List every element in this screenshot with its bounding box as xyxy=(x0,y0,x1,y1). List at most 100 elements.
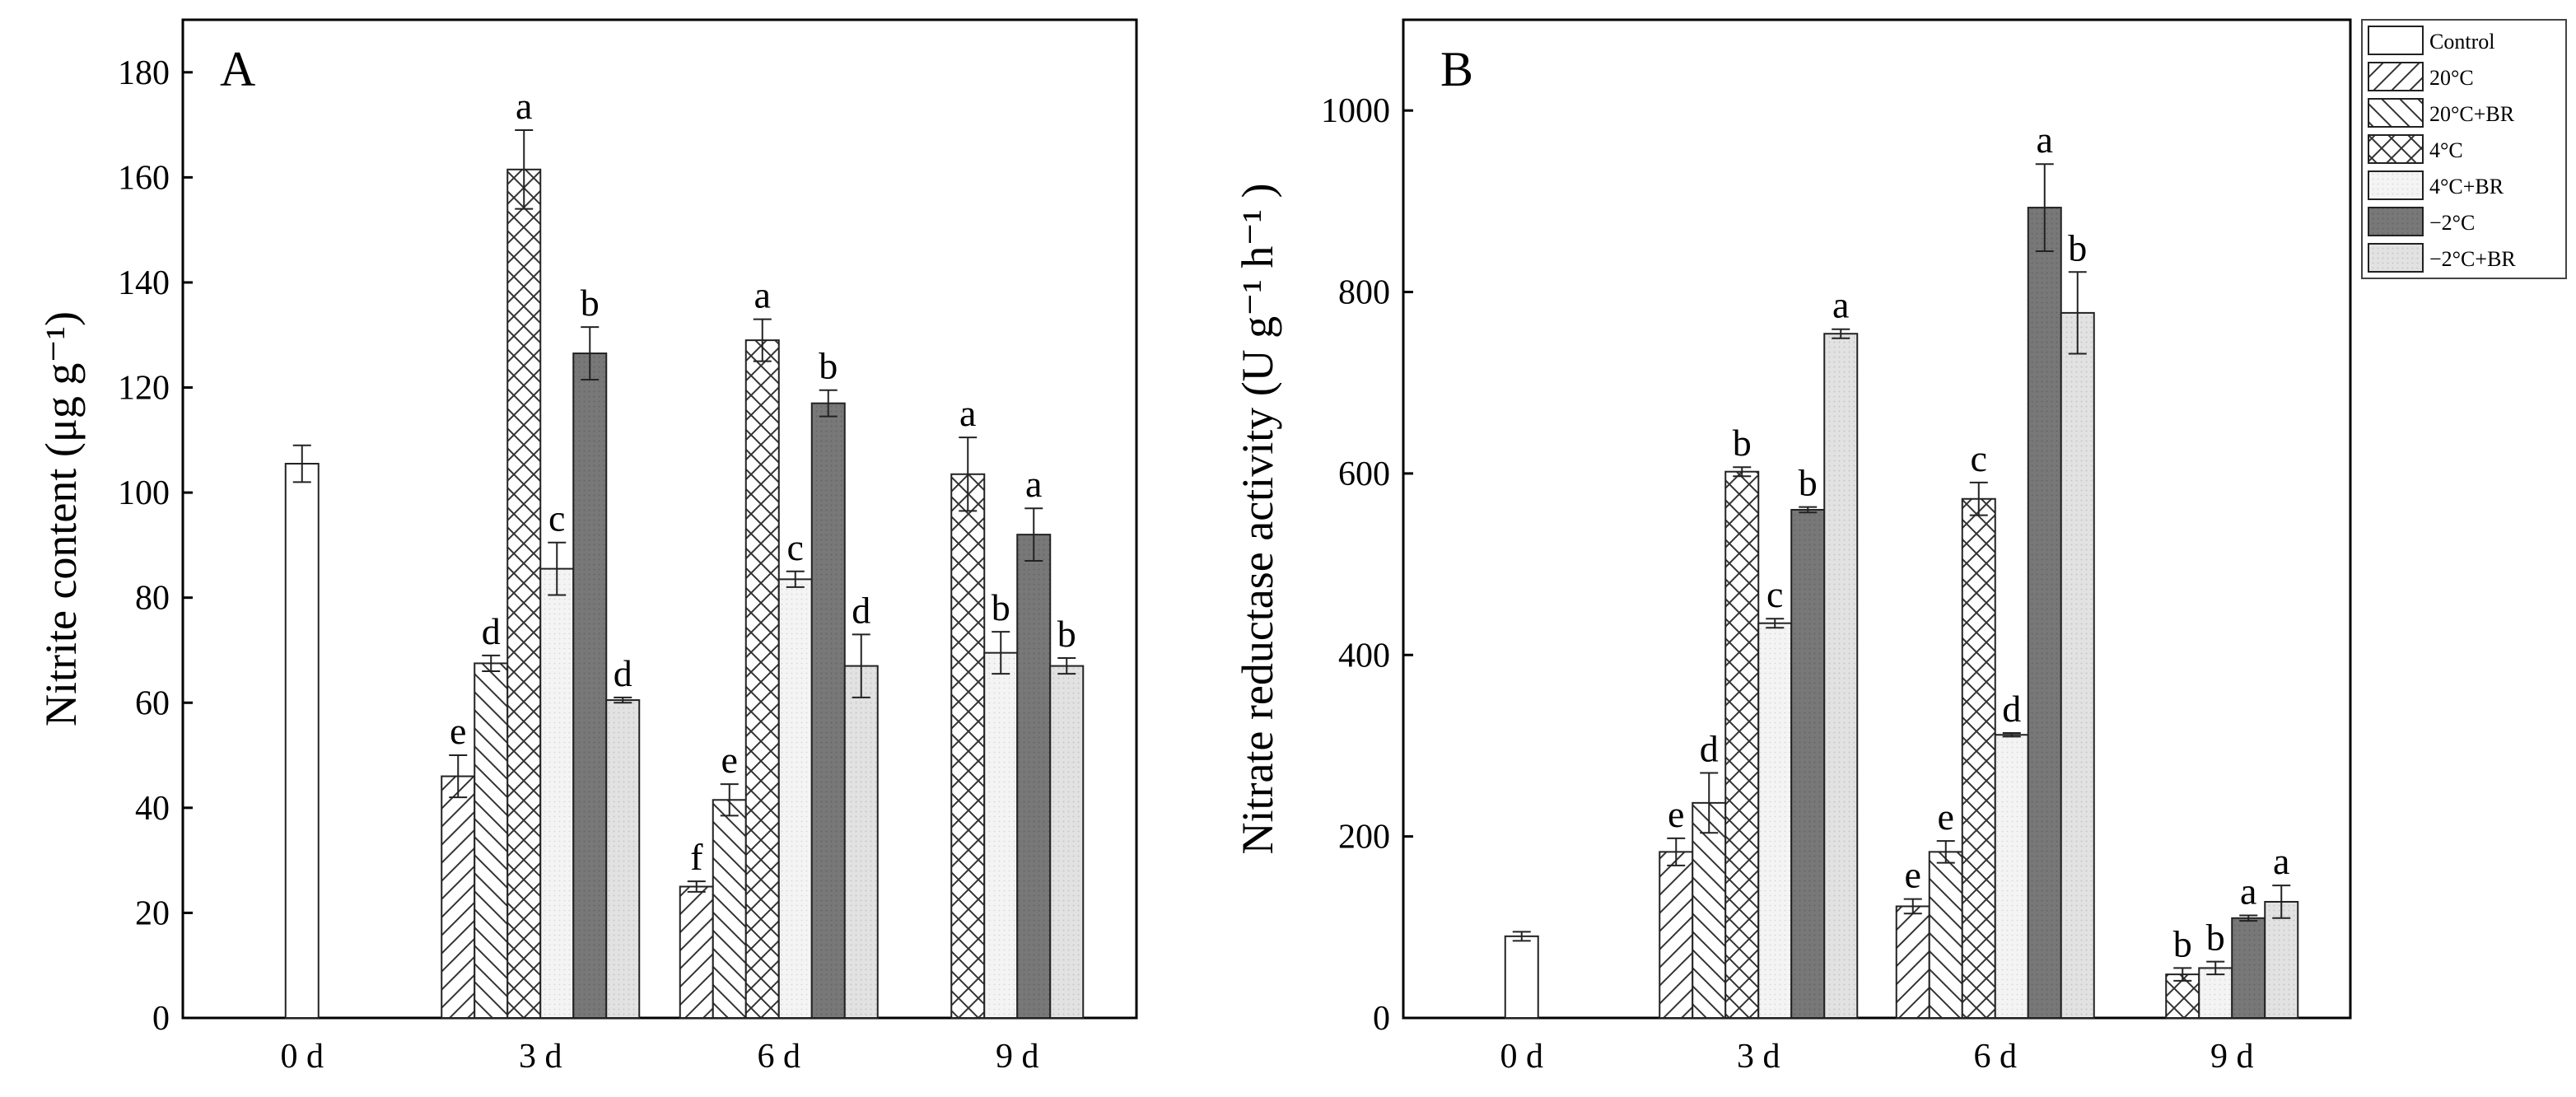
y-axis-title: Nitrite content (μg g⁻¹) xyxy=(36,311,86,726)
legend-swatch-20c-br xyxy=(2368,98,2424,128)
legend-swatch-20c xyxy=(2368,62,2424,91)
x-tick-label: 0 d xyxy=(1500,1038,1544,1076)
significance-label: d xyxy=(852,589,870,631)
legend-label-4c-br: 4°C+BR xyxy=(2429,175,2504,198)
bar-minus2c xyxy=(2231,917,2266,1020)
bar-minus2c-br xyxy=(1049,665,1085,1019)
significance-label: a xyxy=(1025,463,1042,505)
significance-label: a xyxy=(516,85,532,127)
significance-label: a xyxy=(2037,119,2053,161)
plot-frame xyxy=(181,18,1138,1020)
significance-label: c xyxy=(548,497,565,539)
bar-minus2c-br xyxy=(605,699,641,1019)
plot-frame xyxy=(1402,18,2352,1020)
bar-20c-br xyxy=(1692,801,1727,1019)
bar-4c xyxy=(1961,497,1996,1019)
x-tick-label: 0 d xyxy=(281,1038,324,1076)
legend-swatch-minus2c xyxy=(2368,207,2424,236)
legend-label-4c: 4°C xyxy=(2429,138,2463,162)
significance-label: e xyxy=(1668,793,1684,835)
x-tick-label: 3 d xyxy=(519,1038,562,1076)
significance-label: b xyxy=(1799,462,1818,504)
bar-4c-br xyxy=(777,578,813,1019)
y-tick-label: 400 xyxy=(1338,637,1390,675)
legend-swatch-control xyxy=(2368,26,2424,55)
bar-control xyxy=(1504,935,1539,1019)
bar-minus2c-br xyxy=(843,665,879,1019)
significance-label: d xyxy=(482,610,501,652)
bar-minus2c-br xyxy=(2060,311,2095,1019)
significance-label: e xyxy=(721,739,738,781)
significance-label: a xyxy=(2273,840,2289,882)
x-tick-label: 6 d xyxy=(758,1038,801,1076)
bar-4c xyxy=(1724,470,1760,1019)
significance-label: a xyxy=(959,392,976,434)
legend-label-20c: 20°C xyxy=(2429,66,2474,90)
y-tick-label: 20 xyxy=(135,894,170,932)
bar-20c xyxy=(1895,905,1930,1019)
significance-label: a xyxy=(1832,284,1849,326)
y-tick-label: 120 xyxy=(118,370,170,408)
bar-20c-br xyxy=(474,662,509,1020)
panel-b: 0 200 400 600 800 1000 0 d 3 d 6 d 9 d Nitrate red… xyxy=(1233,18,2352,1076)
bar-4c xyxy=(744,339,780,1019)
significance-label: a xyxy=(2240,870,2256,912)
significance-label: a xyxy=(754,274,771,316)
bar-20c xyxy=(1659,851,1694,1020)
bar-4c xyxy=(506,168,542,1019)
legend-label-minus2c-br: −2°C+BR xyxy=(2429,247,2516,271)
bar-minus2c xyxy=(572,352,608,1019)
y-tick-label: 800 xyxy=(1338,274,1390,312)
significance-label: b xyxy=(992,586,1010,628)
bar-minus2c xyxy=(2027,207,2062,1020)
legend: Control 20°C 20°C+BR 4°C 4°C+BR −2°C −2°C+BR xyxy=(2361,19,2567,279)
bar-4c-br xyxy=(1757,622,1793,1020)
significance-label: d xyxy=(614,652,632,694)
legend-label-minus2c: −2°C xyxy=(2429,211,2475,235)
bar-4c-br xyxy=(2198,967,2233,1020)
bar-20c-br xyxy=(712,799,747,1019)
legend-swatch-4c-br xyxy=(2368,170,2424,200)
bar-4c-br xyxy=(983,651,1019,1019)
significance-label: c xyxy=(787,526,804,568)
panel-a: 0 20 40 60 80 100 120 140 160 180 0 d 3 d 6 d 9 d Nitr… xyxy=(36,18,1138,1076)
y-tick-label: 0 xyxy=(1373,1000,1390,1038)
x-tick-label: 6 d xyxy=(1974,1038,2018,1076)
bar-minus2c xyxy=(810,402,846,1019)
y-tick-label: 100 xyxy=(118,474,170,512)
significance-label: d xyxy=(2002,688,2021,730)
y-tick-label: 140 xyxy=(118,264,170,302)
y-tick-label: 160 xyxy=(118,159,170,197)
y-tick-label: 600 xyxy=(1338,455,1390,493)
significance-label: b xyxy=(1057,613,1076,655)
significance-label: b xyxy=(2206,917,2225,959)
y-tick-label: 180 xyxy=(118,54,170,92)
significance-label: e xyxy=(450,710,466,752)
bar-minus2c-br xyxy=(1823,333,1859,1020)
significance-label: b xyxy=(1733,422,1752,464)
significance-label: f xyxy=(690,836,703,878)
y-tick-label: 60 xyxy=(135,684,170,722)
significance-label: c xyxy=(1766,573,1783,615)
y-tick-label: 80 xyxy=(135,580,170,618)
x-tick-label: 9 d xyxy=(2210,1038,2254,1076)
panel-label: B xyxy=(1440,42,1473,96)
bar-control xyxy=(284,463,320,1019)
significance-label: b xyxy=(581,282,600,324)
bar-20c xyxy=(679,885,714,1020)
bar-20c xyxy=(441,775,476,1019)
significance-label: d xyxy=(1700,728,1719,770)
significance-label: e xyxy=(1905,854,1921,896)
y-tick-label: 1000 xyxy=(1321,92,1390,130)
bar-4c-br xyxy=(1994,734,2029,1019)
significance-label: b xyxy=(2068,226,2087,268)
bar-minus2c xyxy=(1016,534,1052,1019)
significance-label: b xyxy=(2173,922,2192,964)
y-axis-title: Nitrate reductase activity (U g⁻¹ h⁻¹ ) xyxy=(1233,183,1282,854)
legend-swatch-minus2c-br xyxy=(2368,243,2424,273)
legend-label-20c-br: 20°C+BR xyxy=(2429,102,2515,126)
y-tick-label: 0 xyxy=(152,1000,170,1038)
x-tick-label: 9 d xyxy=(996,1038,1039,1076)
legend-label-control: Control xyxy=(2429,30,2494,54)
